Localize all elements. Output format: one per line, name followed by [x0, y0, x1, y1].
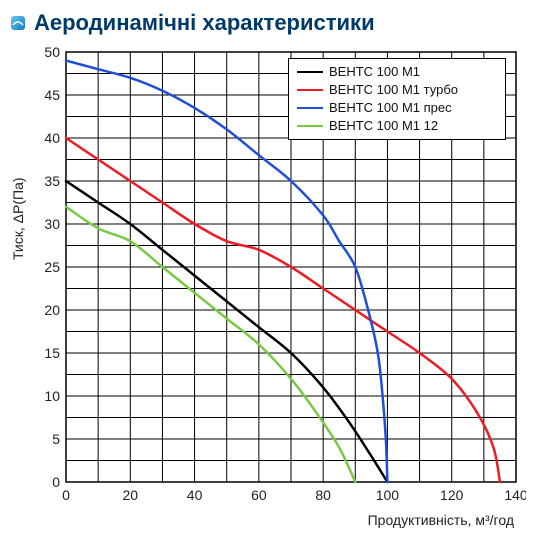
svg-text:20: 20 [44, 302, 60, 318]
svg-text:60: 60 [251, 487, 267, 503]
svg-text:40: 40 [44, 130, 60, 146]
legend-swatch [297, 125, 323, 127]
legend-swatch [297, 107, 323, 109]
svg-text:45: 45 [44, 87, 60, 103]
legend-item: ВЕНТС 100 М1 турбо [297, 81, 497, 99]
svg-text:0: 0 [52, 474, 60, 490]
legend-item: ВЕНТС 100 М1 12 [297, 117, 497, 135]
aero-chart: Тиск, ΔP(Па) 0 20 40 60 80 100 120 140 0 5 10 15 20 2… [12, 40, 524, 510]
legend-label: ВЕНТС 100 М1 турбо [329, 81, 458, 99]
svg-text:15: 15 [44, 345, 60, 361]
y-axis-label: Тиск, ΔP(Па) [10, 177, 26, 260]
legend-label: ВЕНТС 100 М1 прес [329, 99, 452, 117]
svg-text:25: 25 [44, 259, 60, 275]
svg-text:20: 20 [122, 487, 138, 503]
header: Аеродинамічні характеристики [10, 10, 524, 36]
page-title: Аеродинамічні характеристики [34, 10, 375, 36]
svg-text:140: 140 [504, 487, 526, 503]
legend: ВЕНТС 100 М1ВЕНТС 100 М1 турбоВЕНТС 100 … [288, 58, 506, 140]
legend-item: ВЕНТС 100 М1 [297, 63, 497, 81]
legend-item: ВЕНТС 100 М1 прес [297, 99, 497, 117]
svg-text:5: 5 [52, 431, 60, 447]
svg-text:40: 40 [187, 487, 203, 503]
bullet-icon [10, 15, 26, 31]
svg-text:50: 50 [44, 44, 60, 60]
legend-label: ВЕНТС 100 М1 [329, 63, 420, 81]
svg-text:80: 80 [315, 487, 331, 503]
svg-text:120: 120 [440, 487, 464, 503]
x-axis-label: Продуктивність, м³/год [10, 512, 524, 528]
svg-text:0: 0 [62, 487, 70, 503]
legend-swatch [297, 71, 323, 73]
legend-label: ВЕНТС 100 М1 12 [329, 117, 438, 135]
svg-text:35: 35 [44, 173, 60, 189]
svg-text:10: 10 [44, 388, 60, 404]
svg-text:100: 100 [376, 487, 400, 503]
svg-text:30: 30 [44, 216, 60, 232]
legend-swatch [297, 89, 323, 91]
